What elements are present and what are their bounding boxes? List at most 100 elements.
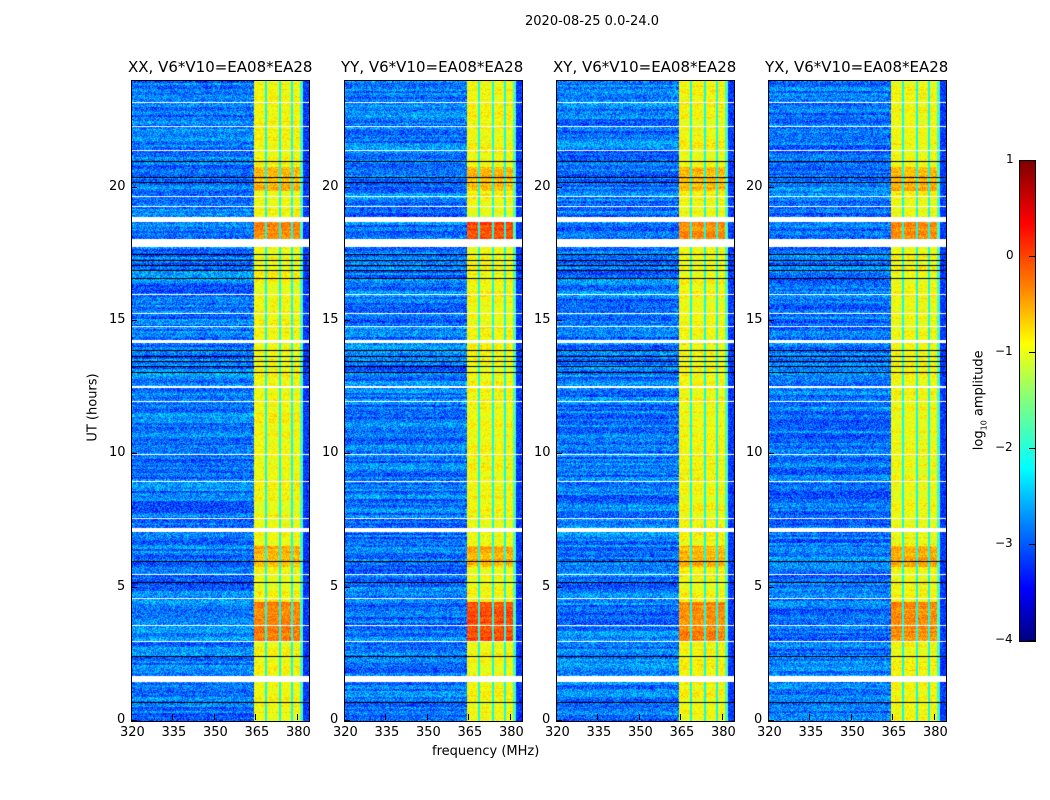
x-tick-label: 335	[586, 725, 612, 740]
waterfall-panel-yy	[344, 80, 523, 722]
colorbar-tick-label: 0	[1006, 248, 1014, 262]
y-tick-label: 15	[322, 312, 339, 327]
y-tick-mark	[556, 453, 562, 455]
x-tick-mark	[809, 714, 811, 720]
y-tick-mark	[344, 586, 350, 588]
x-tick-label: 365	[244, 725, 270, 740]
x-tick-mark	[509, 714, 511, 720]
y-tick-label: 15	[109, 312, 126, 327]
y-tick-mark	[768, 320, 774, 321]
x-tick-mark	[172, 714, 174, 720]
x-tick-label: 320	[333, 725, 358, 740]
y-tick-label: 5	[330, 578, 339, 594]
heatmap-image	[557, 81, 734, 721]
y-tick-mark	[344, 186, 350, 188]
y-tick-mark	[131, 186, 137, 188]
heatmap-image	[132, 81, 309, 721]
y-tick-mark	[556, 720, 562, 721]
x-tick-label: 380	[710, 725, 736, 740]
colorbar-tick-mark	[1029, 256, 1035, 257]
x-tick-mark	[385, 714, 387, 720]
x-tick-mark	[426, 714, 428, 720]
x-tick-mark	[131, 714, 132, 720]
x-tick-label: 350	[627, 725, 653, 740]
y-tick-mark	[556, 186, 562, 188]
y-tick-label: 10	[534, 445, 551, 461]
x-tick-mark	[721, 714, 723, 720]
y-tick-mark	[131, 320, 137, 321]
colorbar-tick-mark	[1029, 544, 1035, 545]
x-tick-mark	[680, 714, 682, 720]
y-tick-mark	[131, 453, 137, 455]
y-tick-mark	[131, 720, 137, 721]
y-tick-label: 5	[117, 578, 126, 594]
x-tick-label: 320	[757, 725, 782, 740]
colorbar-tick-mark	[1029, 352, 1035, 353]
y-tick-mark	[344, 720, 350, 721]
x-tick-mark	[255, 714, 257, 720]
waterfall-panel-yx	[768, 80, 947, 722]
x-tick-label: 320	[545, 725, 570, 740]
y-tick-label: 20	[322, 178, 339, 194]
y-tick-label: 10	[322, 445, 339, 461]
y-tick-label: 10	[746, 445, 763, 461]
heatmap-image	[345, 81, 522, 721]
y-tick-mark	[768, 720, 774, 721]
x-tick-mark	[597, 714, 599, 720]
y-tick-label: 10	[109, 445, 126, 461]
x-tick-mark	[556, 714, 557, 720]
colorbar-tick-label: −4	[995, 632, 1013, 646]
x-tick-label: 365	[881, 725, 907, 740]
x-tick-mark	[344, 714, 345, 720]
y-tick-mark	[768, 453, 774, 455]
y-tick-label: 15	[534, 312, 551, 327]
x-tick-label: 335	[798, 725, 824, 740]
x-tick-label: 320	[120, 725, 145, 740]
y-tick-label: 0	[542, 712, 551, 727]
x-axis-label: frequency (MHz)	[432, 744, 540, 759]
x-tick-label: 350	[839, 725, 865, 740]
figure-title: 2020-08-25 0.0-24.0	[525, 14, 659, 29]
colorbar-tick-label: −2	[995, 440, 1013, 454]
y-tick-mark	[768, 586, 774, 588]
x-tick-mark	[892, 714, 894, 720]
x-tick-mark	[296, 714, 298, 720]
x-tick-label: 365	[669, 725, 695, 740]
y-tick-label: 5	[754, 578, 763, 594]
panel-title: YX, V6*V10=EA08*EA28	[765, 58, 949, 76]
y-tick-mark	[344, 453, 350, 455]
panel-title: YY, V6*V10=EA08*EA28	[341, 58, 524, 76]
panel-title: XY, V6*V10=EA08*EA28	[553, 58, 737, 76]
waterfall-panel-xy	[556, 80, 735, 722]
colorbar-tick-mark	[1029, 448, 1035, 449]
y-tick-label: 20	[534, 178, 551, 194]
x-tick-label: 350	[415, 725, 441, 740]
y-tick-label: 0	[754, 712, 763, 727]
y-tick-mark	[556, 586, 562, 588]
y-tick-label: 15	[746, 312, 763, 327]
x-tick-label: 350	[202, 725, 228, 740]
x-tick-mark	[933, 714, 935, 720]
y-tick-mark	[556, 320, 562, 321]
y-tick-mark	[131, 586, 137, 588]
colorbar-tick-label: 1	[1006, 152, 1014, 166]
colorbar-tick-mark	[1029, 640, 1035, 641]
x-tick-label: 365	[457, 725, 483, 740]
y-tick-label: 0	[330, 712, 339, 727]
y-tick-label: 5	[542, 578, 551, 594]
x-tick-mark	[638, 714, 640, 720]
x-tick-mark	[850, 714, 852, 720]
y-tick-label: 20	[746, 178, 763, 194]
waterfall-panel-xx	[131, 80, 310, 722]
y-tick-mark	[344, 320, 350, 321]
colorbar-tick-label: −1	[995, 344, 1013, 358]
y-tick-label: 0	[117, 712, 126, 727]
y-axis-label: UT (hours)	[85, 373, 101, 442]
colorbar-tick-label: −3	[995, 536, 1013, 550]
x-tick-label: 380	[922, 725, 948, 740]
colorbar	[1019, 160, 1036, 642]
colorbar-tick-mark	[1029, 160, 1035, 161]
colorbar-label: log10 amplitude	[971, 350, 989, 451]
x-tick-label: 335	[374, 725, 400, 740]
